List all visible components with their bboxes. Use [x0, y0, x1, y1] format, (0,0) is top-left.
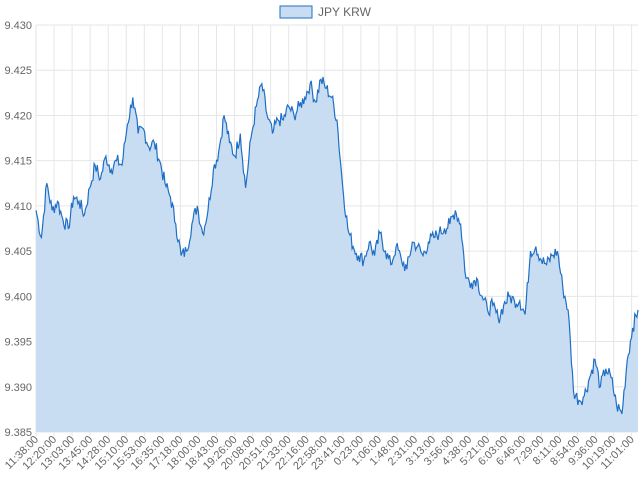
legend[interactable]: JPY KRW — [279, 5, 372, 19]
y-tick-label: 9.400 — [4, 291, 32, 303]
series-area-jpy-krw — [36, 77, 638, 432]
legend-label: JPY KRW — [318, 5, 372, 19]
legend-swatch — [279, 5, 313, 19]
y-tick-label: 9.430 — [4, 20, 32, 32]
y-tick-label: 9.410 — [4, 201, 32, 213]
y-tick-label: 9.385 — [4, 427, 32, 439]
y-axis: 9.430 9.425 9.420 9.415 9.410 9.405 9.400 9.395… — [4, 20, 32, 439]
y-tick-label: 9.415 — [4, 156, 32, 168]
x-axis: 11:38:0012:20:0013:03:0013:45:0014:28:00… — [3, 434, 637, 473]
y-tick-label: 9.420 — [4, 110, 32, 122]
y-tick-label: 9.405 — [4, 246, 32, 258]
y-tick-label: 9.395 — [4, 337, 32, 349]
series-line-jpy-krw — [35, 76, 639, 415]
y-tick-label: 9.425 — [4, 65, 32, 77]
y-tick-label: 9.390 — [4, 382, 32, 394]
